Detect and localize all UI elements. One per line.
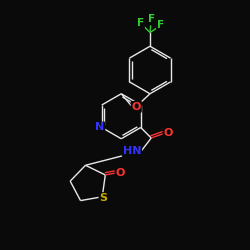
Text: O: O [164, 128, 173, 138]
Text: F: F [137, 18, 144, 28]
Text: O: O [116, 168, 125, 178]
Text: F: F [148, 14, 155, 24]
Text: O: O [132, 102, 141, 112]
Text: N: N [95, 122, 104, 132]
Text: HN: HN [123, 146, 141, 156]
Text: S: S [100, 193, 108, 203]
Text: F: F [157, 20, 164, 30]
